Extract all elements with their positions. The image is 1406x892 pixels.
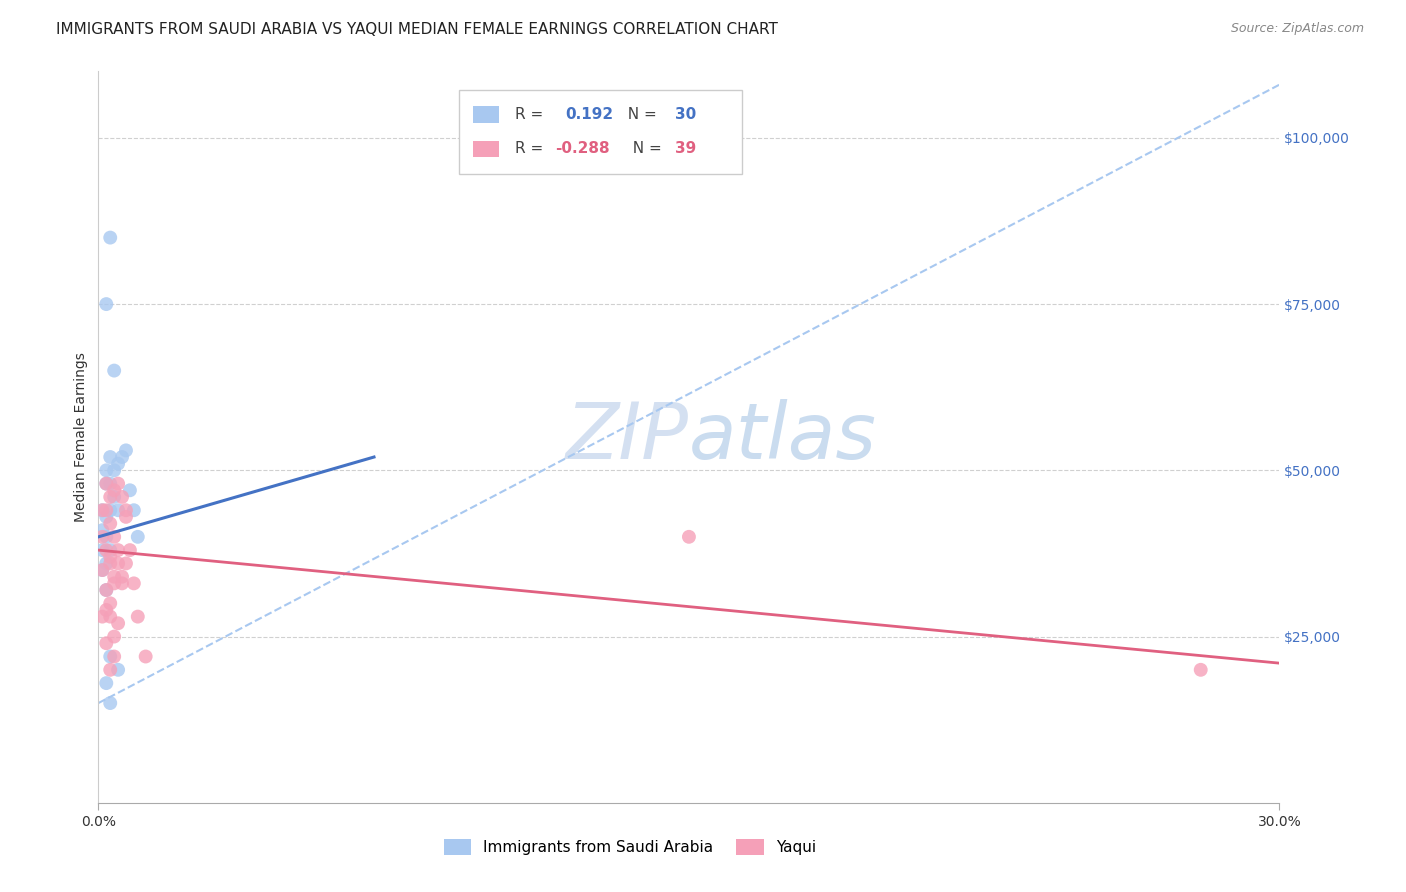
Point <box>103 576 125 591</box>
Text: N =: N = <box>623 142 666 156</box>
Text: Source: ZipAtlas.com: Source: ZipAtlas.com <box>1230 22 1364 36</box>
Point <box>122 503 145 517</box>
Point <box>107 503 129 517</box>
Point <box>103 363 125 377</box>
Text: 30: 30 <box>675 107 696 122</box>
Point <box>96 463 118 477</box>
Point <box>98 516 121 531</box>
Text: 0.192: 0.192 <box>565 107 613 122</box>
Point <box>91 523 114 537</box>
Point <box>98 490 121 504</box>
Point <box>98 549 121 564</box>
Point <box>127 609 149 624</box>
Point <box>103 490 125 504</box>
Text: 39: 39 <box>675 142 696 156</box>
Point <box>98 476 121 491</box>
Point <box>91 530 114 544</box>
Text: IMMIGRANTS FROM SAUDI ARABIA VS YAQUI MEDIAN FEMALE EARNINGS CORRELATION CHART: IMMIGRANTS FROM SAUDI ARABIA VS YAQUI ME… <box>56 22 778 37</box>
Point <box>103 463 125 477</box>
Point <box>96 582 118 597</box>
Y-axis label: Median Female Earnings: Median Female Earnings <box>75 352 89 522</box>
Text: R =: R = <box>516 107 548 122</box>
Point <box>91 543 114 558</box>
Point <box>91 563 114 577</box>
Text: atlas: atlas <box>689 399 877 475</box>
Point <box>107 663 129 677</box>
Point <box>107 616 129 631</box>
Point <box>98 230 121 244</box>
FancyBboxPatch shape <box>472 106 499 122</box>
Point <box>127 530 149 544</box>
Point <box>98 609 121 624</box>
Point <box>111 570 134 584</box>
Point <box>98 649 121 664</box>
Point <box>98 557 121 571</box>
Text: ZIP: ZIP <box>567 399 689 475</box>
Point <box>103 530 125 544</box>
Point <box>96 297 118 311</box>
Point <box>98 450 121 464</box>
Point <box>96 476 118 491</box>
Point <box>107 557 129 571</box>
Point <box>98 503 121 517</box>
Text: -0.288: -0.288 <box>555 142 610 156</box>
Point <box>115 509 138 524</box>
Point <box>96 530 118 544</box>
Point <box>96 503 118 517</box>
Point <box>115 503 138 517</box>
FancyBboxPatch shape <box>458 90 742 174</box>
Point <box>96 636 118 650</box>
Point <box>122 576 145 591</box>
Point <box>91 609 114 624</box>
Point <box>96 476 118 491</box>
FancyBboxPatch shape <box>472 141 499 157</box>
Point <box>96 676 118 690</box>
Point <box>115 443 138 458</box>
Point <box>98 663 121 677</box>
Point <box>91 503 114 517</box>
Point <box>115 557 138 571</box>
Point <box>118 543 141 558</box>
Text: N =: N = <box>619 107 662 122</box>
Point <box>118 483 141 498</box>
Point <box>107 457 129 471</box>
Point <box>96 582 118 597</box>
Point <box>135 649 157 664</box>
Point <box>111 450 134 464</box>
Point <box>91 563 114 577</box>
Point <box>103 649 125 664</box>
Point <box>111 576 134 591</box>
Point <box>107 476 129 491</box>
Point <box>1189 663 1212 677</box>
Point <box>103 483 125 498</box>
Legend: Immigrants from Saudi Arabia, Yaqui: Immigrants from Saudi Arabia, Yaqui <box>437 833 823 861</box>
Point <box>98 543 121 558</box>
Point <box>96 557 118 571</box>
Point <box>107 543 129 558</box>
Point <box>678 530 700 544</box>
Point <box>96 543 118 558</box>
Point <box>98 596 121 610</box>
Point <box>103 570 125 584</box>
Point <box>91 503 114 517</box>
Point <box>103 630 125 644</box>
Text: R =: R = <box>516 142 548 156</box>
Point <box>96 509 118 524</box>
Point <box>111 490 134 504</box>
Point <box>98 696 121 710</box>
Point <box>96 603 118 617</box>
